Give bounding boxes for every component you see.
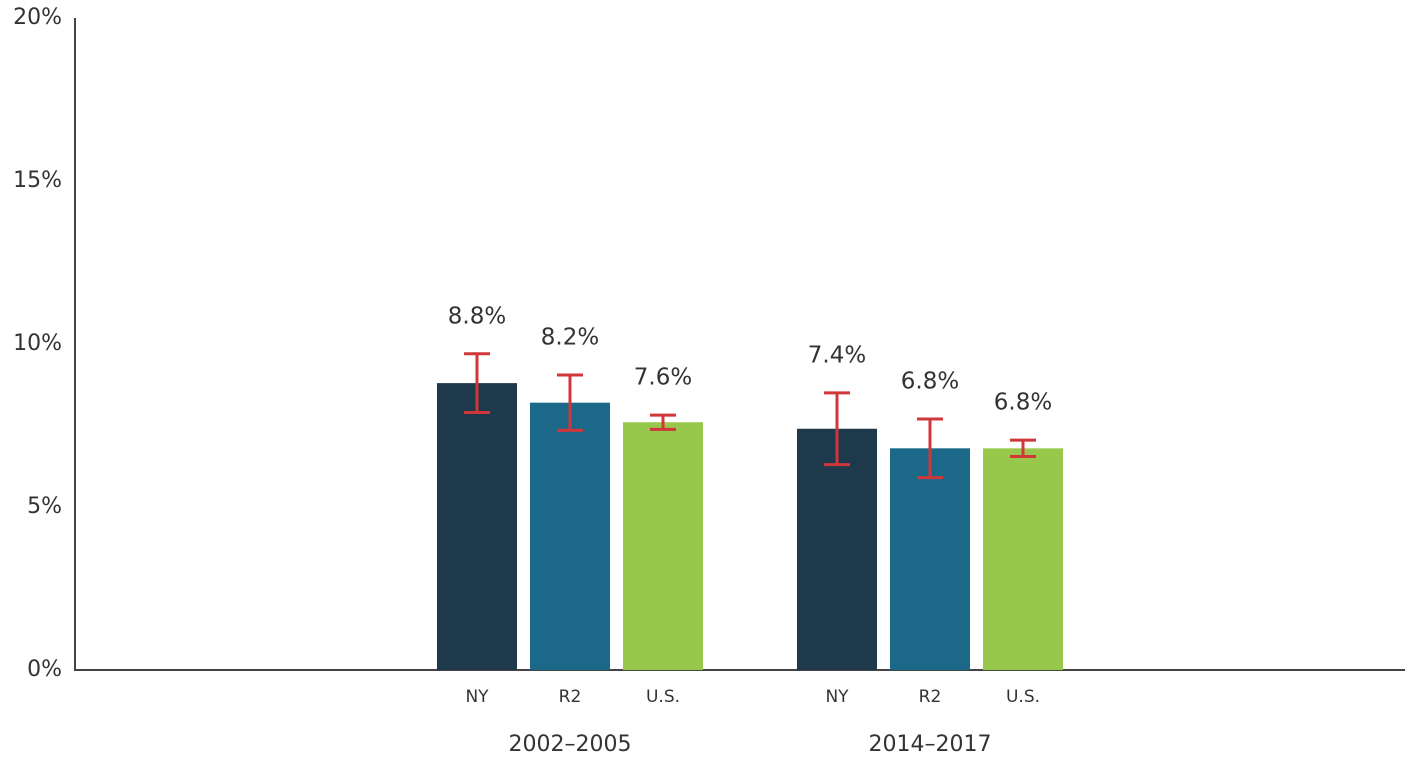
y-tick-label: 10%: [13, 331, 62, 356]
error-bar: [917, 417, 943, 480]
value-label: 8.2%: [541, 324, 599, 350]
bar: [797, 428, 877, 670]
value-label: 6.8%: [994, 390, 1052, 416]
y-tick-label: 0%: [27, 657, 62, 682]
bar: [437, 383, 517, 670]
group-label: 2002–2005: [509, 732, 632, 757]
y-tick-label: 20%: [13, 5, 62, 30]
error-bar: [1010, 438, 1036, 458]
value-label: 8.8%: [448, 303, 506, 329]
value-label: 7.4%: [808, 342, 866, 368]
bar: [983, 448, 1063, 670]
group-label: 2014–2017: [869, 732, 992, 757]
bar-label: NY: [825, 687, 849, 707]
y-tick-label: 5%: [27, 494, 62, 519]
bar: [530, 402, 610, 670]
y-tick-label: 15%: [13, 168, 62, 193]
bar-label: R2: [919, 687, 942, 707]
bar-label: R2: [559, 687, 582, 707]
bar: [623, 422, 703, 670]
value-label: 7.6%: [634, 365, 692, 391]
value-label: 6.8%: [901, 368, 959, 394]
error-bar: [824, 391, 850, 467]
error-bar: [557, 373, 583, 432]
bar-label: U.S.: [1006, 687, 1040, 707]
error-bar: [464, 352, 490, 414]
bar: [890, 448, 970, 670]
bar-label: NY: [465, 687, 489, 707]
error-bar: [650, 413, 676, 431]
bar-label: U.S.: [646, 687, 680, 707]
